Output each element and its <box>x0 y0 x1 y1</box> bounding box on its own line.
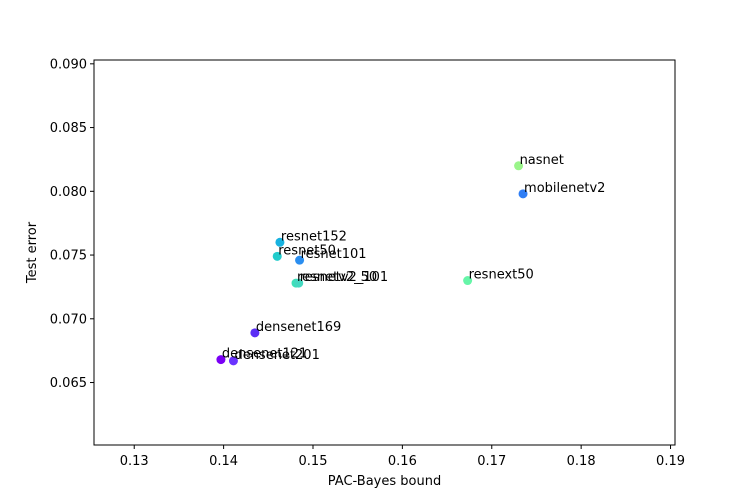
y-axis-label: Test error <box>25 221 40 284</box>
y-axis-ticks: 0.065 0.070 0.075 0.080 0.085 0.090 <box>50 57 94 391</box>
data-point-mobilenetv2 <box>518 189 528 199</box>
y-tick-label: 0.090 <box>50 57 87 72</box>
y-tick-label: 0.075 <box>50 249 87 264</box>
point-label-resnet152: resnet152 <box>281 229 347 244</box>
data-point-nasnet <box>514 161 524 171</box>
y-tick-label: 0.080 <box>50 185 87 200</box>
point-label-resnet101: resnet101 <box>301 247 367 262</box>
point-label-densenet201: densenet201 <box>234 348 319 363</box>
point-label-resnet50: resnet50 <box>278 243 336 258</box>
point-label-mobilenetv2: mobilenetv2 <box>524 181 605 196</box>
y-tick-label: 0.065 <box>50 376 87 391</box>
x-tick-label: 0.17 <box>477 454 506 469</box>
x-tick-label: 0.18 <box>567 454 596 469</box>
x-tick-label: 0.16 <box>388 454 417 469</box>
x-axis-ticks: 0.13 0.14 0.15 0.16 0.17 0.18 0.19 <box>120 445 685 469</box>
x-axis-label: PAC-Bayes bound <box>328 474 441 489</box>
point-label-resnetv2_50: resnetv2_50 <box>297 270 377 285</box>
data-points <box>216 161 528 366</box>
point-label-nasnet: nasnet <box>520 153 564 168</box>
y-tick-label: 0.085 <box>50 121 87 136</box>
data-point-densenet121 <box>216 355 226 365</box>
data-point-resnet101 <box>295 255 305 265</box>
plot-area <box>93 59 676 446</box>
point-label-resnext50: resnext50 <box>469 268 534 283</box>
data-point-resnet152 <box>275 237 285 247</box>
x-tick-label: 0.15 <box>299 454 328 469</box>
data-point-densenet169 <box>250 328 260 338</box>
x-tick-label: 0.14 <box>209 454 238 469</box>
x-tick-label: 0.13 <box>120 454 149 469</box>
data-point-resnet50 <box>272 251 282 261</box>
point-label-densenet121: densenet121 <box>222 347 307 362</box>
data-point-densenet201 <box>228 356 238 366</box>
data-point-resnext50 <box>463 276 473 286</box>
data-point-resnetv2_101 <box>294 278 304 288</box>
y-tick-label: 0.070 <box>50 312 87 327</box>
point-label-resnetv2_101: resnetv2_101 <box>300 270 388 285</box>
point-label-densenet169: densenet169 <box>256 320 341 335</box>
x-tick-label: 0.19 <box>656 454 685 469</box>
